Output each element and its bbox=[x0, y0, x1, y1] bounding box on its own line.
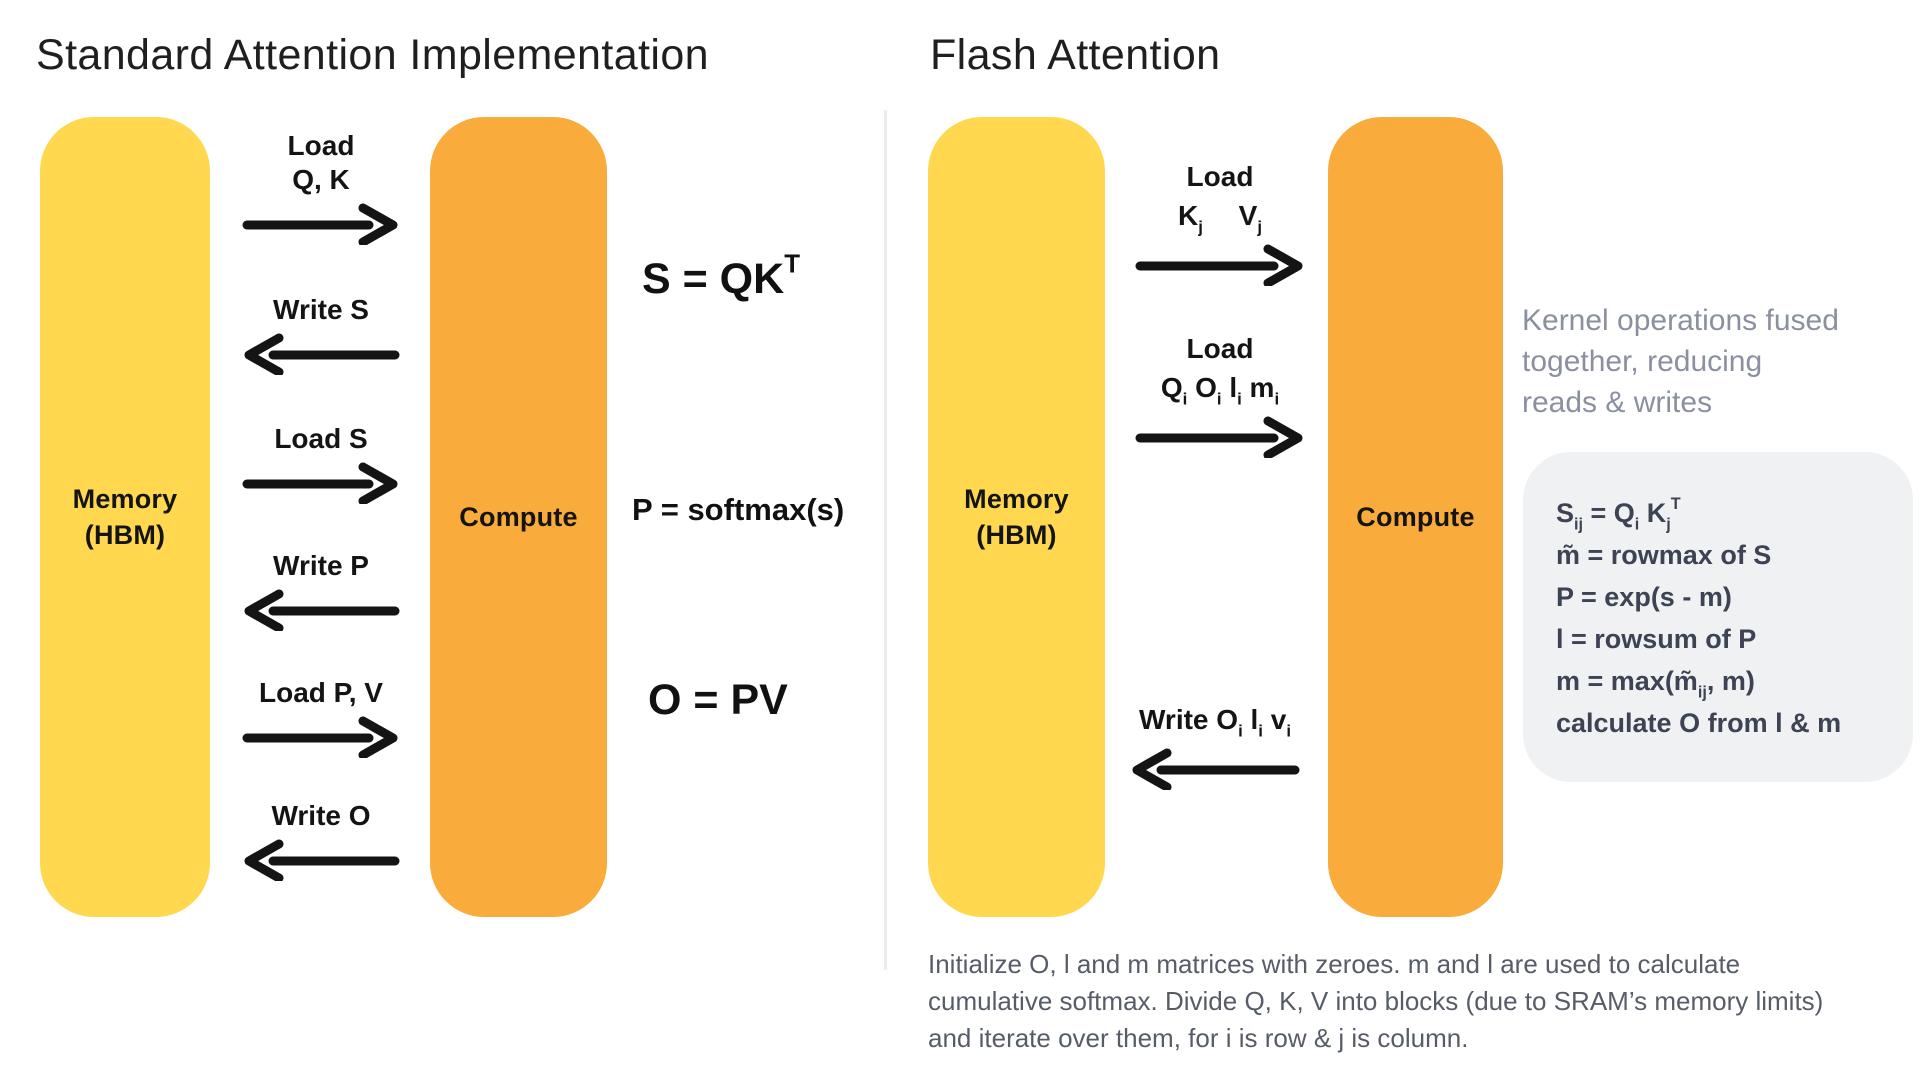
memory-label-line1: Memory bbox=[964, 484, 1069, 514]
box-formula-line: Sij = Qi KjT bbox=[1556, 495, 1681, 534]
standard-memory-block: Memory (HBM) bbox=[40, 117, 210, 917]
standard-compute-label: Compute bbox=[459, 502, 578, 532]
standard-arrow-load-qk: Load Q, K bbox=[241, 129, 401, 245]
arrow-label: Write Oi li vi bbox=[1139, 704, 1291, 741]
arrow-label: Load S bbox=[274, 423, 368, 454]
arrow-label: Kj Vj bbox=[1177, 200, 1263, 237]
box-formula-line: m = max(m̃ij, m) bbox=[1556, 666, 1755, 702]
box-formula-line: calculate O from l & m bbox=[1556, 708, 1842, 738]
memory-label-line1: Memory bbox=[72, 484, 178, 514]
note-line: reads & writes bbox=[1522, 386, 1713, 419]
standard-arrow-load-s: Load S bbox=[241, 422, 401, 504]
arrow-right-icon bbox=[1135, 244, 1303, 286]
arrow-right-icon bbox=[242, 716, 398, 758]
note-line: together, reducing bbox=[1522, 345, 1763, 378]
standard-memory-label: Memory (HBM) bbox=[73, 481, 178, 553]
formula-o-pv: O = PV bbox=[648, 676, 788, 724]
arrow-label: Load P, V bbox=[259, 677, 383, 708]
flash-footnote: Initialize O, l and m matrices with zero… bbox=[928, 946, 1823, 1057]
flash-memory-label: Memory (HBM) bbox=[964, 481, 1069, 553]
flash-compute-block: Compute bbox=[1328, 117, 1503, 917]
flash-arrow-write-olv: Write Oi li vi bbox=[1122, 698, 1308, 790]
footnote-line: cumulative softmax. Divide Q, K, V into … bbox=[928, 986, 1824, 1016]
standard-compute-block: Compute bbox=[430, 117, 607, 917]
memory-label-line2: (HBM) bbox=[976, 520, 1057, 550]
arrow-right-icon bbox=[1135, 416, 1303, 458]
standard-arrow-write-o: Write O bbox=[241, 799, 401, 881]
arrow-right-icon bbox=[242, 462, 398, 504]
arrow-left-icon bbox=[244, 839, 400, 881]
arrow-label: Write O bbox=[271, 800, 371, 831]
standard-title: Standard Attention Implementation bbox=[36, 31, 709, 79]
arrow-label: Write S bbox=[273, 294, 369, 325]
flash-memory-block: Memory (HBM) bbox=[928, 117, 1105, 917]
formula-p-softmax: P = softmax(s) bbox=[632, 492, 845, 527]
arrow-left-icon bbox=[244, 589, 400, 631]
memory-label-line2: (HBM) bbox=[84, 520, 166, 550]
arrow-label: Write P bbox=[273, 550, 369, 581]
standard-arrow-load-pv: Load P, V bbox=[241, 676, 401, 758]
standard-arrow-write-p: Write P bbox=[241, 549, 401, 631]
footnote-line: Initialize O, l and m matrices with zero… bbox=[928, 949, 1741, 979]
flash-title: Flash Attention bbox=[930, 31, 1221, 79]
arrow-label: Q, K bbox=[292, 164, 350, 195]
box-formula-line: P = exp(s - m) bbox=[1556, 582, 1732, 612]
flash-formula-box: Sij = Qi KjT m̃ = rowmax of S P = exp(s … bbox=[1523, 452, 1913, 782]
note-line: Kernel operations fused bbox=[1522, 304, 1839, 337]
arrow-right-icon bbox=[242, 203, 398, 245]
footnote-line: and iterate over them, for i is row & j … bbox=[928, 1023, 1469, 1053]
standard-arrow-write-s: Write S bbox=[241, 293, 401, 375]
arrow-label: Load bbox=[1186, 333, 1254, 364]
flash-compute-label: Compute bbox=[1356, 502, 1475, 532]
box-formula-line: l = rowsum of P bbox=[1556, 624, 1757, 654]
arrow-left-icon bbox=[1132, 748, 1300, 790]
arrow-left-icon bbox=[244, 333, 400, 375]
arrow-label: Qi Oi li mi bbox=[1160, 372, 1280, 409]
arrow-label: Load bbox=[1186, 161, 1254, 192]
arrow-label: Load bbox=[287, 130, 355, 161]
kernel-fusion-note: Kernel operations fused together, reduci… bbox=[1522, 300, 1839, 423]
panel-divider bbox=[884, 110, 887, 970]
flash-arrow-load-qolm: Load Qi Oi li mi bbox=[1132, 332, 1308, 458]
formula-s-qkt: S = QKT bbox=[642, 250, 800, 303]
flash-arrow-load-kv: Load Kj Vj bbox=[1132, 160, 1308, 286]
box-formula-line: m̃ = rowmax of S bbox=[1556, 540, 1772, 570]
